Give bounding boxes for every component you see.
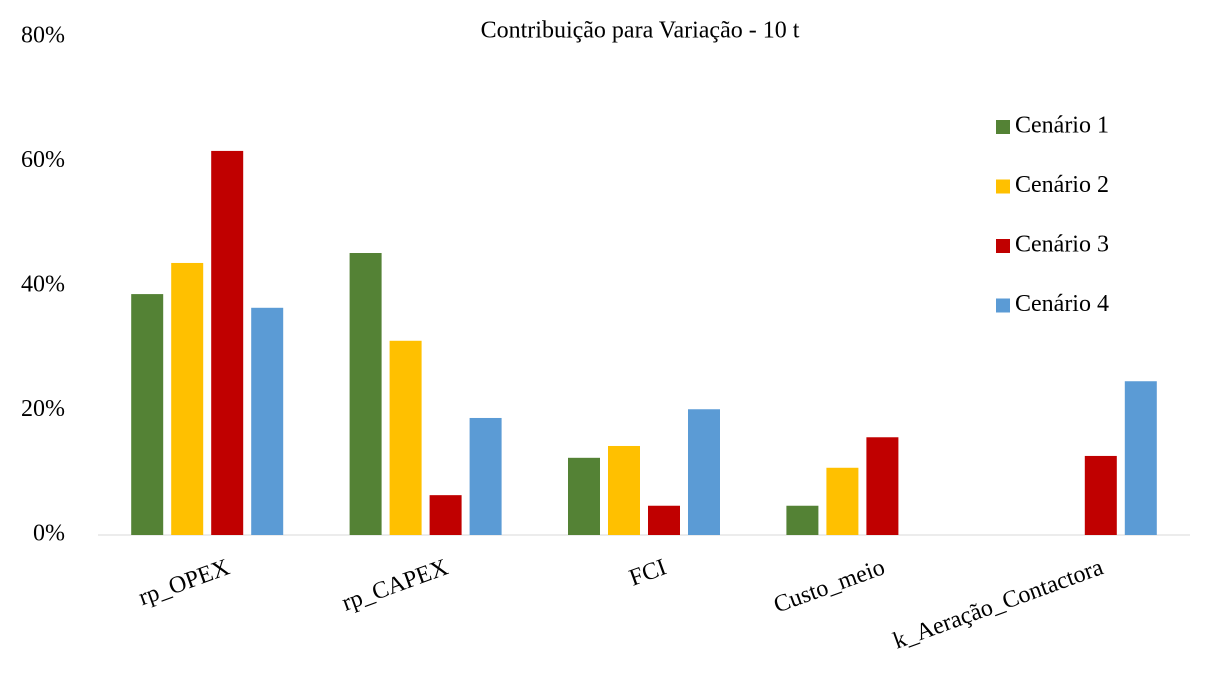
x-tick-label: rp_OPEX [135,554,233,611]
bar [211,150,244,536]
chart-title: Contribuição para Variação - 10 t [481,18,800,44]
bar [1124,381,1157,535]
bar [429,495,462,535]
legend-swatch [996,179,1010,194]
legend-swatch [996,120,1010,134]
legend-swatch [996,298,1010,313]
bar [1084,455,1117,535]
legend-label: Cenário 4 [1015,291,1109,317]
bar [349,253,382,535]
bar [688,409,720,535]
bar [648,505,680,535]
bar [251,307,284,535]
x-tick-label: FCI [626,554,670,591]
y-tick-label: 80% [21,23,65,49]
bar [826,467,859,535]
bar [866,437,899,535]
legend-label: Cenário 1 [1015,113,1109,139]
legend-label: Cenário 2 [1015,172,1109,198]
bar [469,417,502,535]
bar [131,294,164,535]
y-tick-label: 60% [21,147,65,173]
x-tick-label: k_Aeração_Contactora [890,554,1107,654]
bar [608,445,640,535]
bar [389,340,422,535]
x-tick-label: Custo_meio [770,554,888,618]
y-tick-label: 0% [33,521,65,547]
legend-swatch [996,239,1010,253]
legend-label: Cenário 3 [1015,232,1109,258]
y-tick-label: 40% [21,272,65,298]
x-tick-label: rp_CAPEX [339,554,452,616]
bar [171,262,204,535]
bar [568,457,600,535]
y-tick-label: 20% [21,396,65,422]
bar [786,505,819,535]
